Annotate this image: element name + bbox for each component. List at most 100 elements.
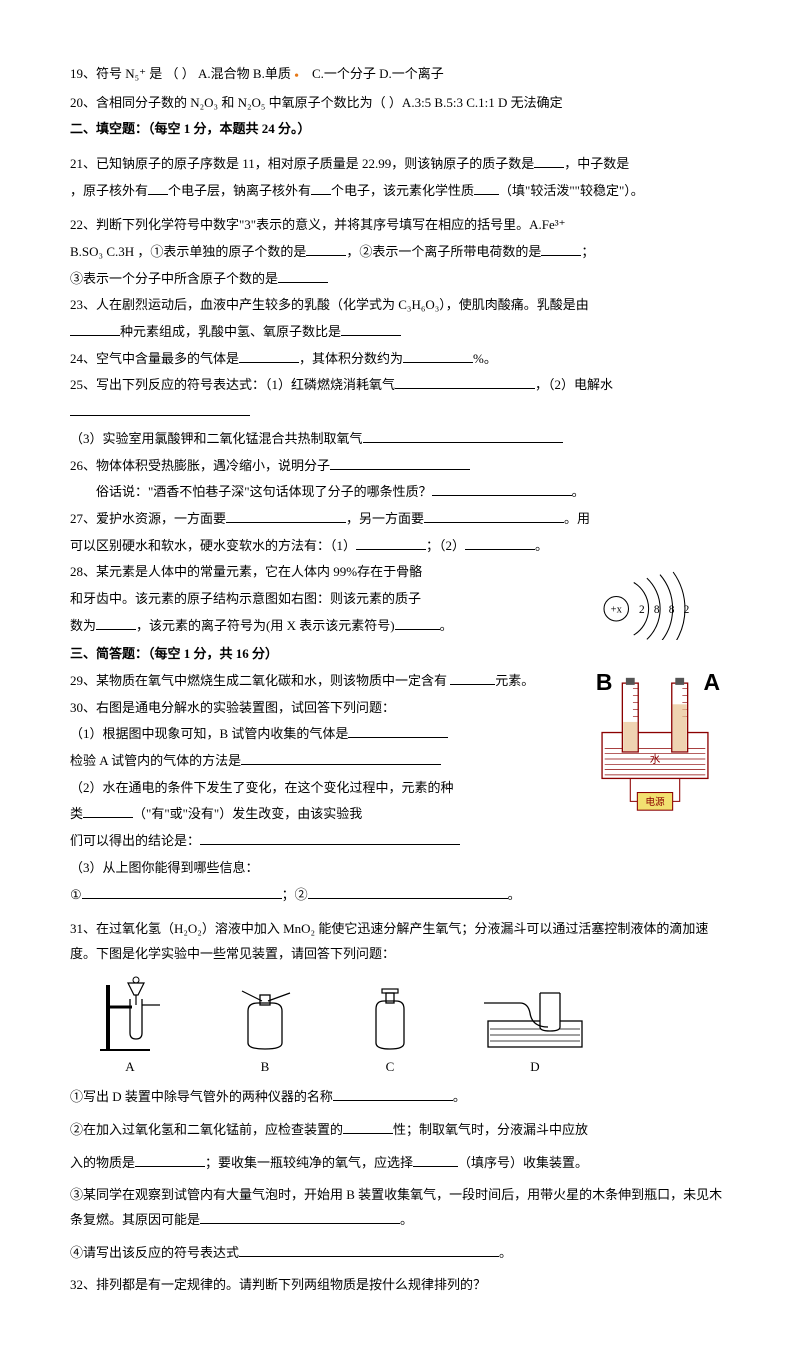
q27f: 。 [535, 538, 548, 553]
apparatus-a-label: A [90, 1055, 170, 1080]
q24c: %。 [473, 351, 497, 366]
apparatus-c-label: C [360, 1055, 420, 1080]
q27c: 。用 [564, 511, 590, 526]
q30f: （"有"或"没有"）发生改变，由该实验我 [133, 806, 362, 821]
apparatus-b: B [230, 983, 300, 1080]
q19-c: C.一个分子 D.一个离子 [312, 66, 444, 81]
blank[interactable] [278, 268, 328, 283]
q24a: 24、空气中含量最多的气体是 [70, 351, 239, 366]
blank[interactable] [135, 1152, 205, 1167]
blank[interactable] [395, 615, 440, 630]
question-22-l1: 22、判断下列化学符号中数字"3"表示的意义，并将其序号填写在相应的括号里。A.… [70, 213, 730, 238]
question-30-l2: （1）根据图中现象可知，B 试管内收集的气体是 [70, 722, 730, 747]
question-22-l2: B.SO₃ C.3H ，①表示单独的原子个数的是，②表示一个离子所带电荷数的是； [70, 240, 730, 265]
apparatus-b-label: B [230, 1055, 300, 1080]
question-28-l2: 和牙齿中。该元素的原子结构示意图如右图：则该元素的质子 [70, 587, 730, 612]
blank[interactable] [200, 1209, 400, 1224]
blank[interactable] [83, 803, 133, 818]
q31-sub2: ②在加入过氧化氢和二氧化锰前，应检查装置的 性；制取氧气时，分液漏斗中应放 [70, 1118, 730, 1143]
question-27-l1: 27、爱护水资源，一方面要 ，另一方面要 。用 [70, 507, 730, 532]
q21-text-d: 个电子层，钠离子核外有 [168, 183, 311, 198]
q21-text-c: ，原子核外有 [70, 183, 148, 198]
q26b: 俗话说："酒香不怕巷子深"这句话体现了分子的哪条性质？ [96, 484, 432, 499]
blank[interactable] [432, 481, 572, 496]
question-25-l2 [70, 400, 730, 425]
apparatus-row: A B C [90, 975, 730, 1080]
blank[interactable] [363, 428, 563, 443]
q22b: B.SO₃ C.3H ，①表示单独的原子个数的是 [70, 244, 306, 259]
blank[interactable] [200, 830, 460, 845]
q31f: ；要收集一瓶较纯净的氧气，应选择 [205, 1155, 413, 1170]
blank[interactable] [424, 508, 564, 523]
q27a: 27、爱护水资源，一方面要 [70, 511, 226, 526]
q31e: 入的物质是 [70, 1155, 135, 1170]
q31g: （填序号）收集装置。 [458, 1155, 588, 1170]
q21-text-a: 21、已知钠原子的原子序数是 11，相对原子质量是 22.99，则该钠原子的质子… [70, 156, 534, 171]
q25b: ，（2）电解水 [535, 377, 613, 392]
question-29: 29、某物质在氧气中燃烧生成二氧化碳和水，则该物质中一定含有 元素。 [70, 669, 730, 694]
blank[interactable] [148, 180, 168, 195]
blank[interactable] [395, 374, 535, 389]
q22b2: ，②表示一个离子所带电荷数的是 [346, 244, 541, 259]
q28c: 数为 [70, 618, 96, 633]
blank[interactable] [474, 180, 499, 195]
question-25-l3: （3）实验室用氯酸钾和二氧化锰混合共热制取氧气 [70, 427, 730, 452]
q21-text-f: （填"较活泼""较稳定"）。 [499, 183, 644, 198]
question-23-l1: 23、人在剧烈运动后，血液中产生较多的乳酸（化学式为 C₃H₆O₃），使肌肉酸痛… [70, 293, 730, 318]
q31-sub4: ④请写出该反应的符号表达式。 [70, 1241, 730, 1266]
apparatus-d: D [480, 983, 590, 1080]
q27d: 可以区别硬水和软水，硬水变软水的方法有：（1） [70, 538, 356, 553]
question-26-l1: 26、物体体积受热膨胀，遇冷缩小，说明分子 [70, 454, 730, 479]
q31-sub1: ①写出 D 装置中除导气管外的两种仪器的名称。 [70, 1085, 730, 1110]
blank[interactable] [465, 535, 535, 550]
question-21-line2: ，原子核外有个电子层，钠离子核外有个电子，该元素化学性质（填"较活泼""较稳定"… [70, 179, 730, 204]
question-22-l3: ③表示一个分子中所含原子个数的是 [70, 267, 730, 292]
blank[interactable] [70, 401, 250, 416]
blank[interactable] [534, 153, 564, 168]
blank[interactable] [450, 670, 495, 685]
blank[interactable] [311, 180, 331, 195]
blank[interactable] [341, 321, 401, 336]
blank[interactable] [333, 1086, 453, 1101]
q24b: ，其体积分数约为 [299, 351, 403, 366]
question-26-l2: 俗话说："酒香不怕巷子深"这句话体现了分子的哪条性质？。 [70, 480, 730, 505]
q31d: 性；制取氧气时，分液漏斗中应放 [393, 1122, 588, 1137]
question-30-l4: （2）水在通电的条件下发生了变化，在这个变化过程中，元素的种 [70, 776, 730, 801]
question-27-l2: 可以区别硬水和软水，硬水变软水的方法有：（1）；（2）。 [70, 534, 730, 559]
q29b: 元素。 [495, 673, 534, 688]
blank[interactable] [330, 455, 470, 470]
question-25-l1: 25、写出下列反应的符号表达式：（1）红磷燃烧消耗氧气 ，（2）电解水 [70, 373, 730, 398]
q28d: ，该元素的离子符号为(用 X 表示该元素符号) [136, 618, 395, 633]
blank[interactable] [241, 750, 441, 765]
blank[interactable] [403, 348, 473, 363]
blank[interactable] [82, 884, 282, 899]
blank[interactable] [239, 1242, 499, 1257]
blank[interactable] [356, 535, 426, 550]
blank[interactable] [96, 615, 136, 630]
q29a: 29、某物质在氧气中燃烧生成二氧化碳和水，则该物质中一定含有 [70, 673, 447, 688]
blank[interactable] [239, 348, 299, 363]
q25a: 25、写出下列反应的符号表达式：（1）红磷燃烧消耗氧气 [70, 377, 395, 392]
q23b: 种元素组成，乳酸中氢、氧原子数比是 [120, 324, 341, 339]
q30b: （1）根据图中现象可知，B 试管内收集的气体是 [70, 726, 348, 741]
blank[interactable] [308, 884, 508, 899]
q27b: ，另一方面要 [346, 511, 424, 526]
blank[interactable] [413, 1152, 458, 1167]
blank[interactable] [70, 321, 120, 336]
q31b: ①写出 D 装置中除导气管外的两种仪器的名称 [70, 1089, 333, 1104]
question-30-l5: 类（"有"或"没有"）发生改变，由该实验我 [70, 802, 730, 827]
blank[interactable] [348, 723, 448, 738]
question-24: 24、空气中含量最多的气体是 ，其体积分数约为 %。 [70, 347, 730, 372]
blank[interactable] [541, 241, 581, 256]
question-30-l6: 们可以得出的结论是： [70, 829, 730, 854]
blank[interactable] [226, 508, 346, 523]
section-3-title: 三、简答题：（每空 1 分，共 16 分） [70, 642, 730, 667]
question-28-l3: 数为，该元素的离子符号为(用 X 表示该元素符号)。 [70, 614, 730, 639]
question-30-l7: （3）从上图你能得到哪些信息： [70, 856, 730, 881]
dot-icon: • [294, 64, 299, 91]
question-32: 32、排列都是有一定规律的。请判断下列两组物质是按什么规律排列的？ [70, 1273, 730, 1298]
blank[interactable] [306, 241, 346, 256]
section-2-title: 二、填空题：（每空 1 分，本题共 24 分。） [70, 117, 730, 142]
q31c: ②在加入过氧化氢和二氧化锰前，应检查装置的 [70, 1122, 343, 1137]
q31-sub3: ③某同学在观察到试管内有大量气泡时，开始用 B 装置收集氧气，一段时间后，用带火… [70, 1183, 730, 1232]
